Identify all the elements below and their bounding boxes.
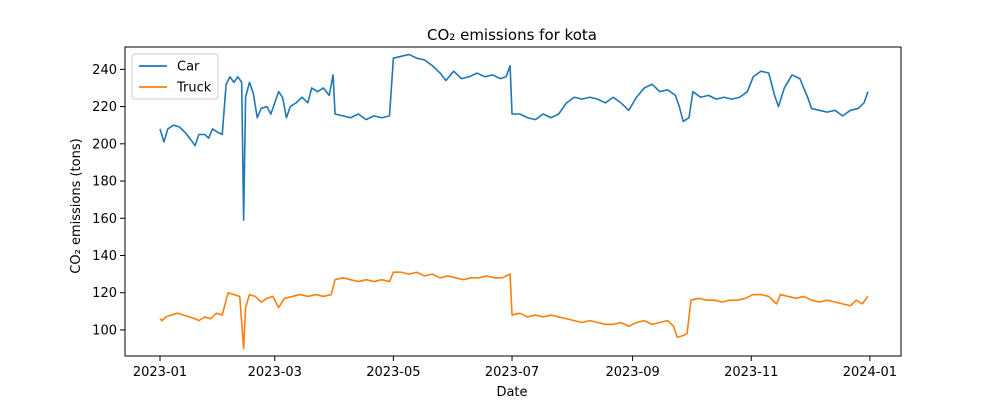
y-axis-label: CO₂ emissions (tons) xyxy=(69,138,84,273)
y-tick-label: 180 xyxy=(92,175,117,190)
x-tick-label: 2023-03 xyxy=(248,365,302,380)
plot-frame xyxy=(124,46,902,357)
y-tick-label: 220 xyxy=(92,100,117,115)
series-line-car xyxy=(159,53,869,221)
y-tick-label: 240 xyxy=(92,63,117,78)
y-tick-label: 200 xyxy=(92,137,117,152)
series-layer xyxy=(159,53,869,350)
y-tick-label: 120 xyxy=(92,286,117,301)
legend-label-car: Car xyxy=(177,60,200,75)
x-tick-label: 2024-01 xyxy=(843,365,897,380)
series-line-truck xyxy=(159,271,869,350)
legend-label-truck: Truck xyxy=(176,81,212,96)
x-tick-label: 2023-05 xyxy=(366,365,420,380)
legend: Car Truck xyxy=(131,53,219,100)
y-tick-label: 140 xyxy=(92,249,117,264)
x-tick-label: 2023-07 xyxy=(485,365,539,380)
chart-title: CO₂ emissions for kota xyxy=(427,26,597,44)
x-axis-label: Date xyxy=(496,385,527,400)
y-tick-label: 160 xyxy=(92,212,117,227)
x-tick-label: 2023-09 xyxy=(605,365,659,380)
y-tick-label: 100 xyxy=(92,323,117,338)
x-tick-label: 2023-11 xyxy=(724,365,778,380)
x-tick-label: 2023-01 xyxy=(133,365,187,380)
